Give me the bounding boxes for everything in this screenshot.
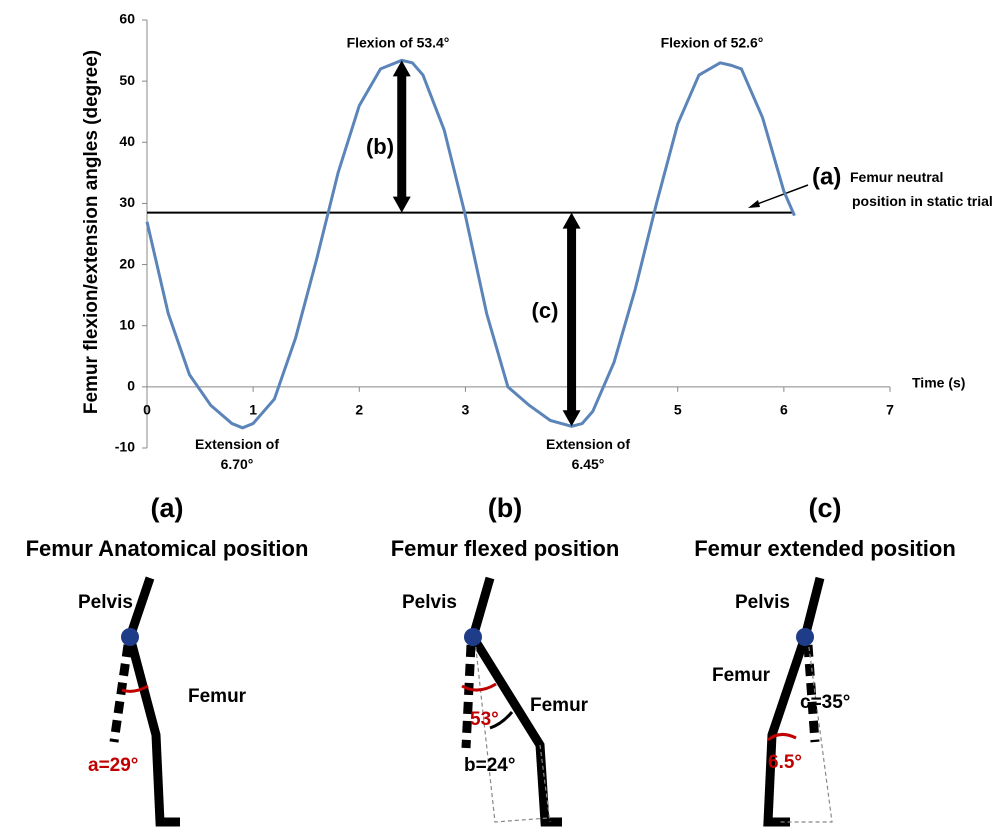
annotation: Extension of 6.70° [195,436,279,472]
panel-letter: (b) [488,493,522,523]
panels: (a) Femur Anatomical position (b) Femur … [26,493,956,827]
pointer-head [748,200,760,208]
angle-label: c=35° [800,692,850,713]
y-tick-label: 10 [119,316,135,332]
arrow-head [392,196,411,213]
y-tick-label: 0 [127,378,135,394]
y-tick-label: 30 [119,194,135,210]
x-axis-label: Time (s) [912,375,965,391]
label: Femur [530,695,589,716]
guide [539,744,551,823]
y-tick-label: 40 [119,133,135,149]
label: Femur [188,686,247,707]
angle-arc [121,684,149,693]
y-tick-label: 50 [119,72,135,88]
pointer [751,184,809,207]
y-tick-label: 20 [119,255,135,271]
x-tick-label: 2 [355,402,363,418]
panel-title: Femur extended position [694,536,956,561]
x-tick-label: 6 [780,402,788,418]
x-tick-label: 5 [674,402,682,418]
annotation-line: position in static trial [852,193,993,209]
annotation-line: Extension of [195,436,279,452]
arrow-head [392,60,411,77]
annotation: Flexion of 53.4° [347,35,450,51]
annotation-line: Femur neutral [850,169,943,185]
hip-joint [464,628,482,646]
annotation: (b) [366,134,394,159]
hip-joint [796,628,814,646]
y-tick-label: 60 [119,11,135,27]
label: Pelvis [402,592,457,613]
panel-letter: (c) [809,493,842,523]
dashed-femur [461,644,476,749]
panel-letter: (a) [151,493,184,523]
angle-label: a=29° [88,755,138,776]
arrow-head [562,410,581,427]
skeleton [763,576,825,827]
angle-label: 6.5° [768,752,802,773]
angle-label: b=24° [464,755,515,776]
label: Pelvis [78,592,133,613]
label: Pelvis [735,592,790,613]
arrow-head [562,212,581,229]
annotation: (c) [532,298,559,323]
annotation: Extension of 6.45° [546,436,630,472]
annotation-line: 6.70° [221,456,254,472]
x-tick-label: 1 [249,402,257,418]
annotation: Flexion of 52.6° [661,35,764,51]
label: Femur [712,665,771,686]
hip-joint [121,628,139,646]
angle-label: 53° [470,709,499,730]
x-tick-label: 3 [462,402,470,418]
y-axis-label: Femur flexion/extension angles (degree) [81,50,102,414]
panel-title: Femur flexed position [391,536,620,561]
dashed-femur [109,644,133,743]
data-line [145,58,796,430]
dashed-femur [803,644,820,743]
y-tick-label: -10 [115,439,135,455]
x-tick-label: 0 [143,402,151,418]
annotation: (a) [812,163,841,190]
angle-arc [461,682,497,692]
skeleton [125,576,180,827]
angle-arc [767,733,797,742]
annotation-line: 6.45° [572,456,605,472]
angle-arc [489,711,514,730]
annotation-line: Extension of [546,436,630,452]
x-tick-label: 7 [886,402,894,418]
guide [474,639,549,823]
panel-title: Femur Anatomical position [26,536,309,561]
annotation: Femur neutral position in static trial [850,169,993,209]
guide [778,639,833,823]
